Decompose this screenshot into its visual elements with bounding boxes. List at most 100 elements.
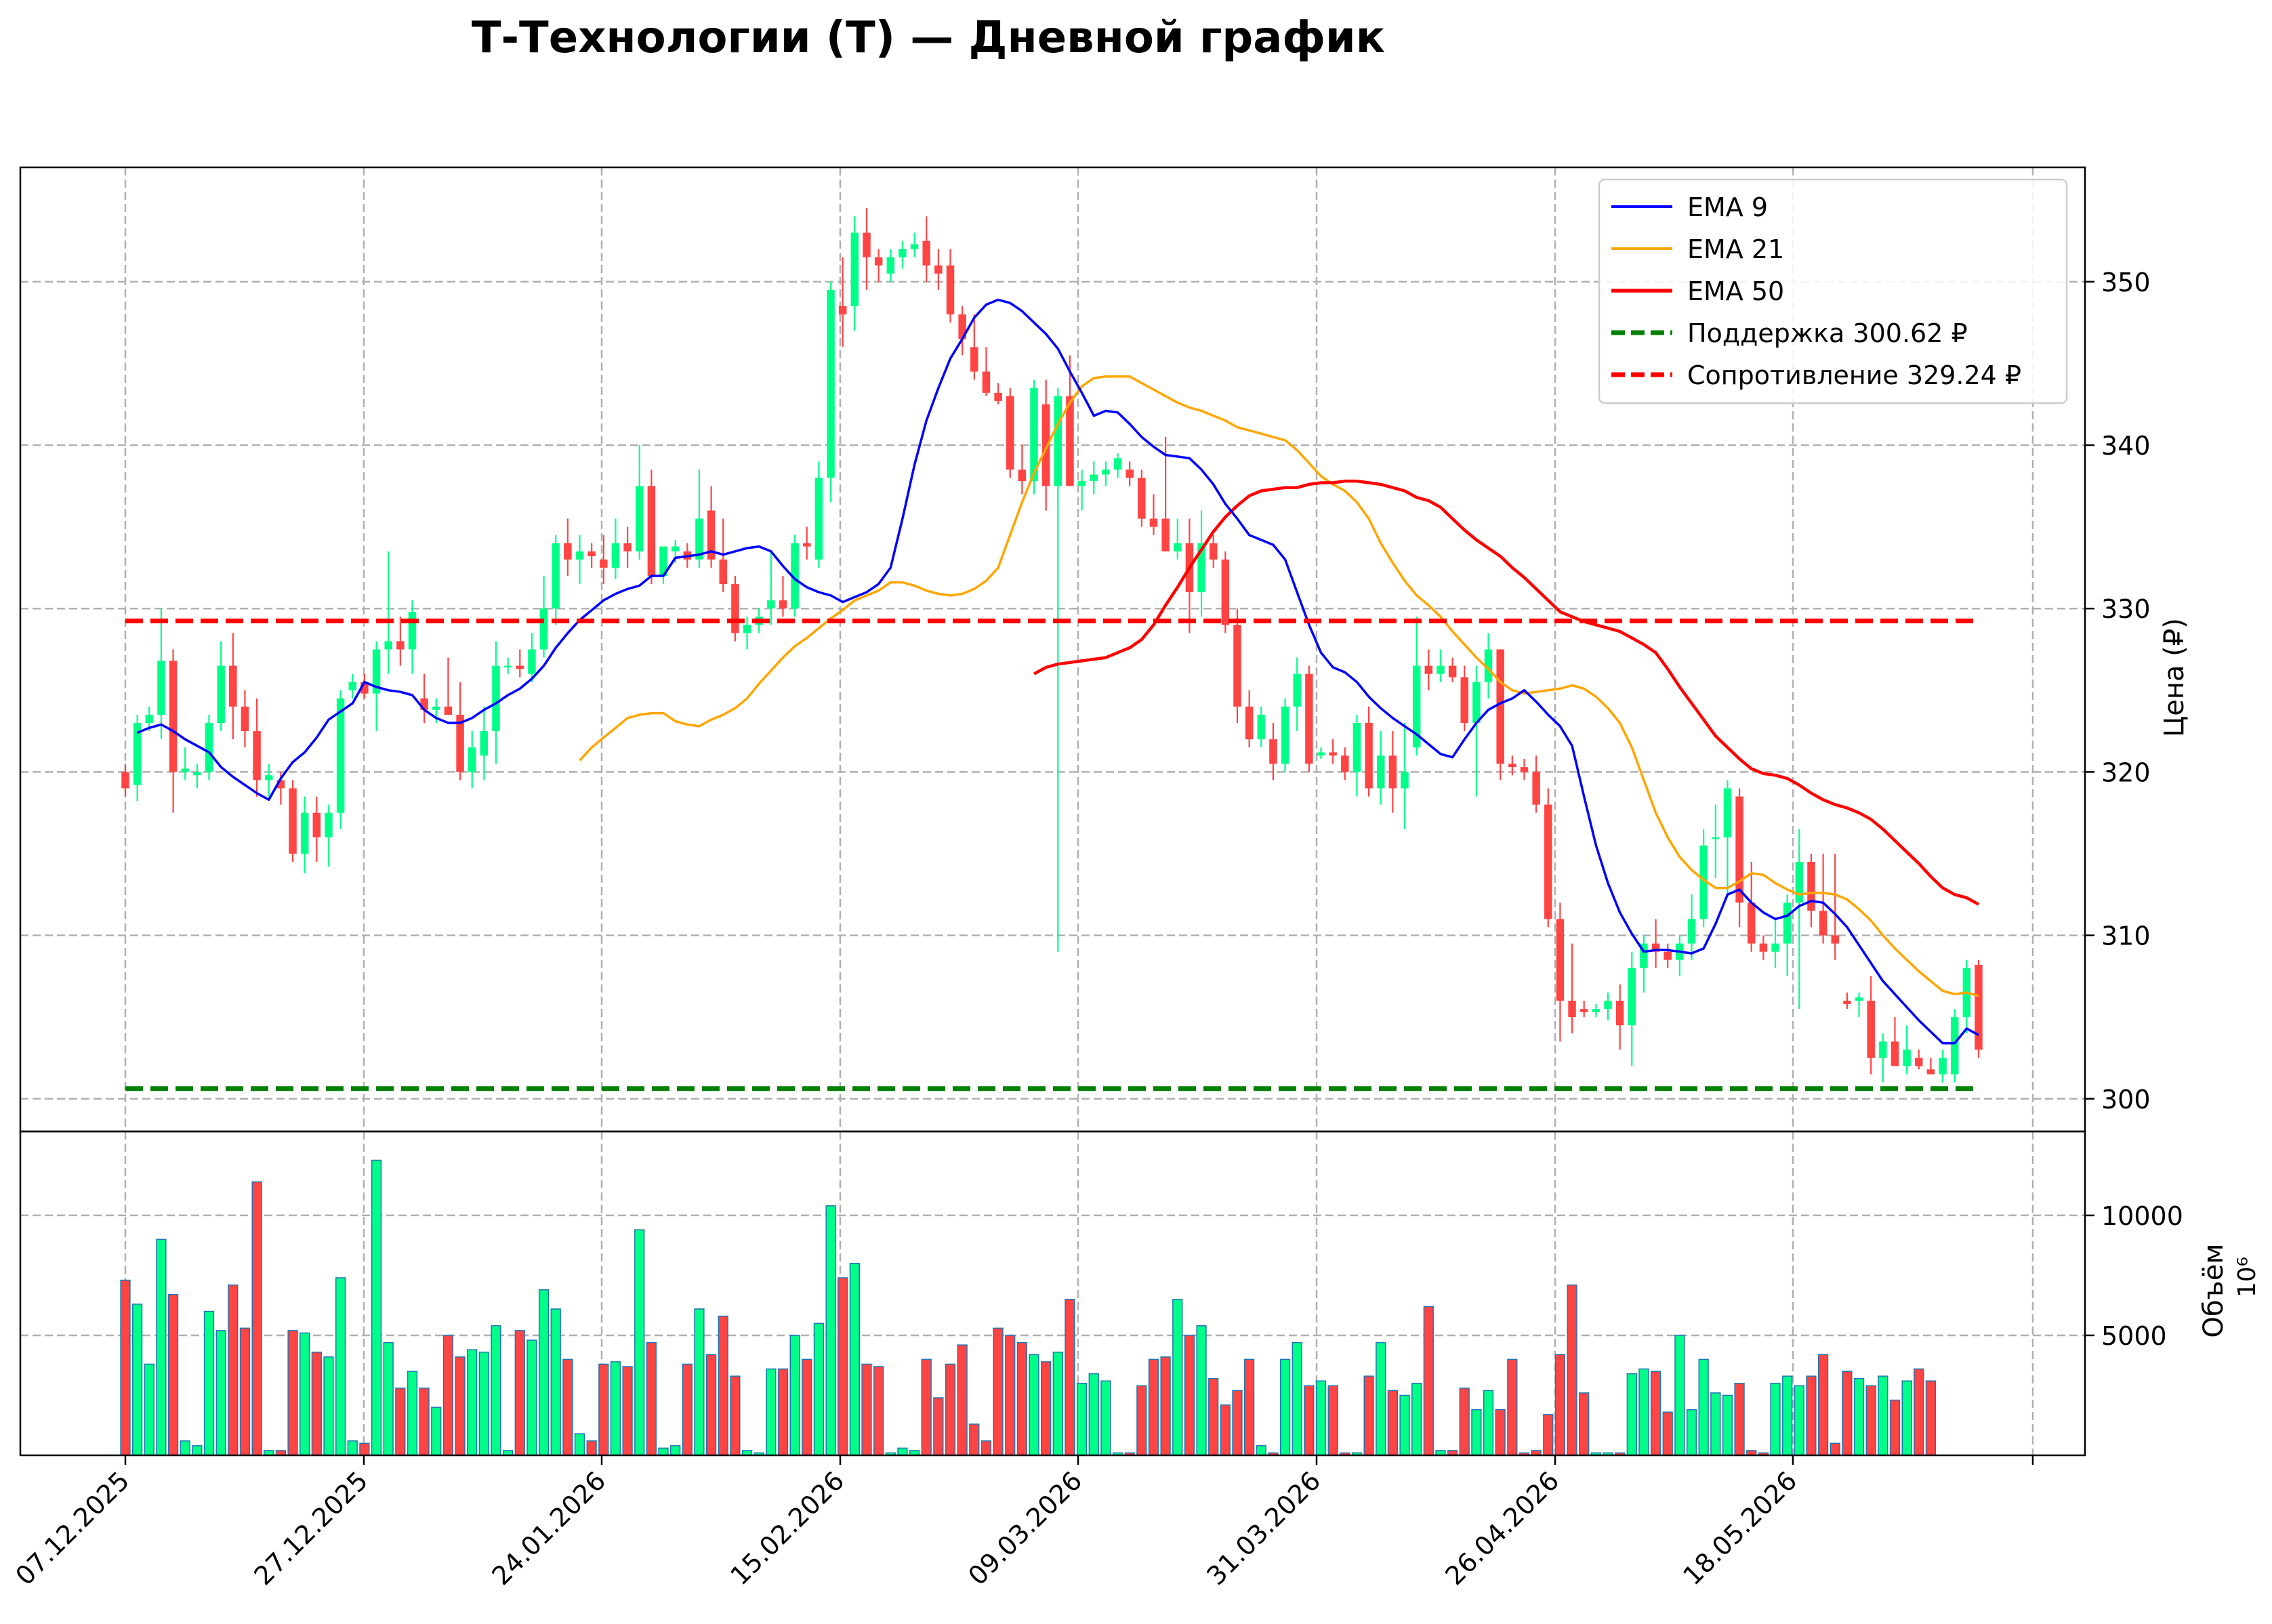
volume-bar — [1136, 1385, 1147, 1456]
candle-body — [1149, 518, 1158, 527]
candle-body — [982, 371, 991, 393]
volume-bar — [156, 1238, 167, 1456]
candlesticks — [121, 208, 1983, 1083]
candle-body — [611, 543, 620, 568]
volume-bar — [371, 1159, 382, 1456]
volume-bar — [1842, 1371, 1853, 1456]
candle-body — [1556, 919, 1565, 1001]
volume-bar — [1399, 1394, 1410, 1456]
volume-bar — [1483, 1390, 1494, 1456]
volume-bar — [1806, 1375, 1817, 1456]
candle-body — [1807, 862, 1815, 911]
candle-body — [528, 649, 536, 674]
candle-body — [1018, 470, 1027, 482]
volume-bar — [1363, 1375, 1374, 1456]
volume-bar — [1722, 1394, 1733, 1456]
volume-bar — [419, 1388, 430, 1456]
volume-bar — [1686, 1409, 1697, 1456]
candle-body — [970, 347, 978, 372]
candle-body — [1054, 396, 1062, 486]
volume-bar — [203, 1310, 215, 1456]
volume-bar — [813, 1323, 825, 1456]
volume-bar — [574, 1433, 585, 1456]
candle-body — [623, 543, 632, 551]
candle-body — [1831, 935, 1839, 944]
candle-body — [827, 289, 835, 478]
candle-body — [946, 265, 955, 315]
volume-bar — [1304, 1385, 1315, 1456]
volume-bar — [1387, 1390, 1399, 1456]
candle-body — [336, 698, 345, 813]
candle-body — [1712, 837, 1720, 839]
candle-body — [743, 625, 751, 633]
volume-bar — [144, 1363, 154, 1456]
candle-body — [731, 584, 739, 633]
volume-bar — [1650, 1371, 1661, 1456]
volume-bar — [921, 1358, 932, 1456]
volume-bar — [167, 1294, 179, 1456]
ema21-line — [579, 375, 1979, 997]
candle-body — [325, 812, 333, 837]
candle-body — [838, 306, 847, 315]
candle-body — [1030, 388, 1038, 482]
volume-bar — [1889, 1399, 1901, 1456]
candle-body — [241, 706, 249, 732]
candle-body — [1783, 902, 1792, 944]
volume-bar — [1830, 1442, 1840, 1456]
ema50-line — [1033, 479, 1980, 906]
candle-body — [958, 314, 966, 339]
candle-body — [1437, 665, 1445, 674]
volume-bar — [311, 1351, 322, 1456]
volume-bar — [228, 1284, 239, 1456]
candle-body — [719, 559, 727, 585]
candle-body — [516, 665, 524, 669]
candle-body — [910, 244, 919, 249]
candle-body — [1926, 1069, 1935, 1075]
candle-body — [1939, 1058, 1947, 1075]
candle-body — [360, 682, 369, 694]
volume-scale-label: 10⁶ — [2233, 1257, 2261, 1297]
volume-bar — [1100, 1380, 1111, 1456]
candle-body — [564, 543, 572, 560]
candle-body — [300, 812, 309, 854]
volume-bar — [730, 1375, 741, 1456]
candle-body — [1891, 1041, 1899, 1066]
candle-body — [1090, 474, 1098, 482]
volume-bar — [1770, 1383, 1781, 1456]
candle-body — [384, 641, 392, 650]
candle-body — [671, 546, 680, 551]
volume-bar — [1579, 1392, 1590, 1456]
candle-body — [348, 682, 356, 690]
candle-body — [1329, 752, 1337, 756]
chart-title: Т-Технологии (T) — Дневной график — [472, 13, 1385, 63]
candle-body — [1209, 543, 1218, 560]
volume-bar — [1423, 1306, 1434, 1456]
candle-body — [1281, 706, 1289, 764]
candle-body — [265, 775, 273, 780]
candle-body — [1520, 767, 1529, 772]
volume-bar — [969, 1423, 980, 1456]
volume-bar — [1279, 1358, 1291, 1456]
volume-bar — [1292, 1341, 1302, 1456]
candle-body — [1448, 665, 1457, 678]
candle-body — [1759, 943, 1768, 952]
volume-bar — [1925, 1380, 1937, 1456]
volume-bar — [1507, 1358, 1518, 1456]
volume-bar — [526, 1339, 537, 1456]
candle-body — [181, 768, 189, 772]
price-tick-label: 300 — [2101, 1085, 2151, 1115]
candle-body — [1317, 752, 1325, 756]
volume-bar — [598, 1363, 609, 1456]
candle-body — [647, 486, 656, 576]
volume-bar — [1315, 1380, 1327, 1456]
candle-body — [1472, 682, 1481, 724]
volume-bar — [251, 1181, 262, 1456]
candle-body — [1125, 470, 1134, 478]
volume-bar — [1232, 1390, 1243, 1456]
candle-body — [1843, 1001, 1851, 1004]
candle-body — [874, 257, 883, 266]
volume-bar — [192, 1445, 203, 1456]
legend-label: Сопротивление 329.24 ₽ — [1687, 360, 2021, 390]
candle-body — [432, 706, 440, 710]
